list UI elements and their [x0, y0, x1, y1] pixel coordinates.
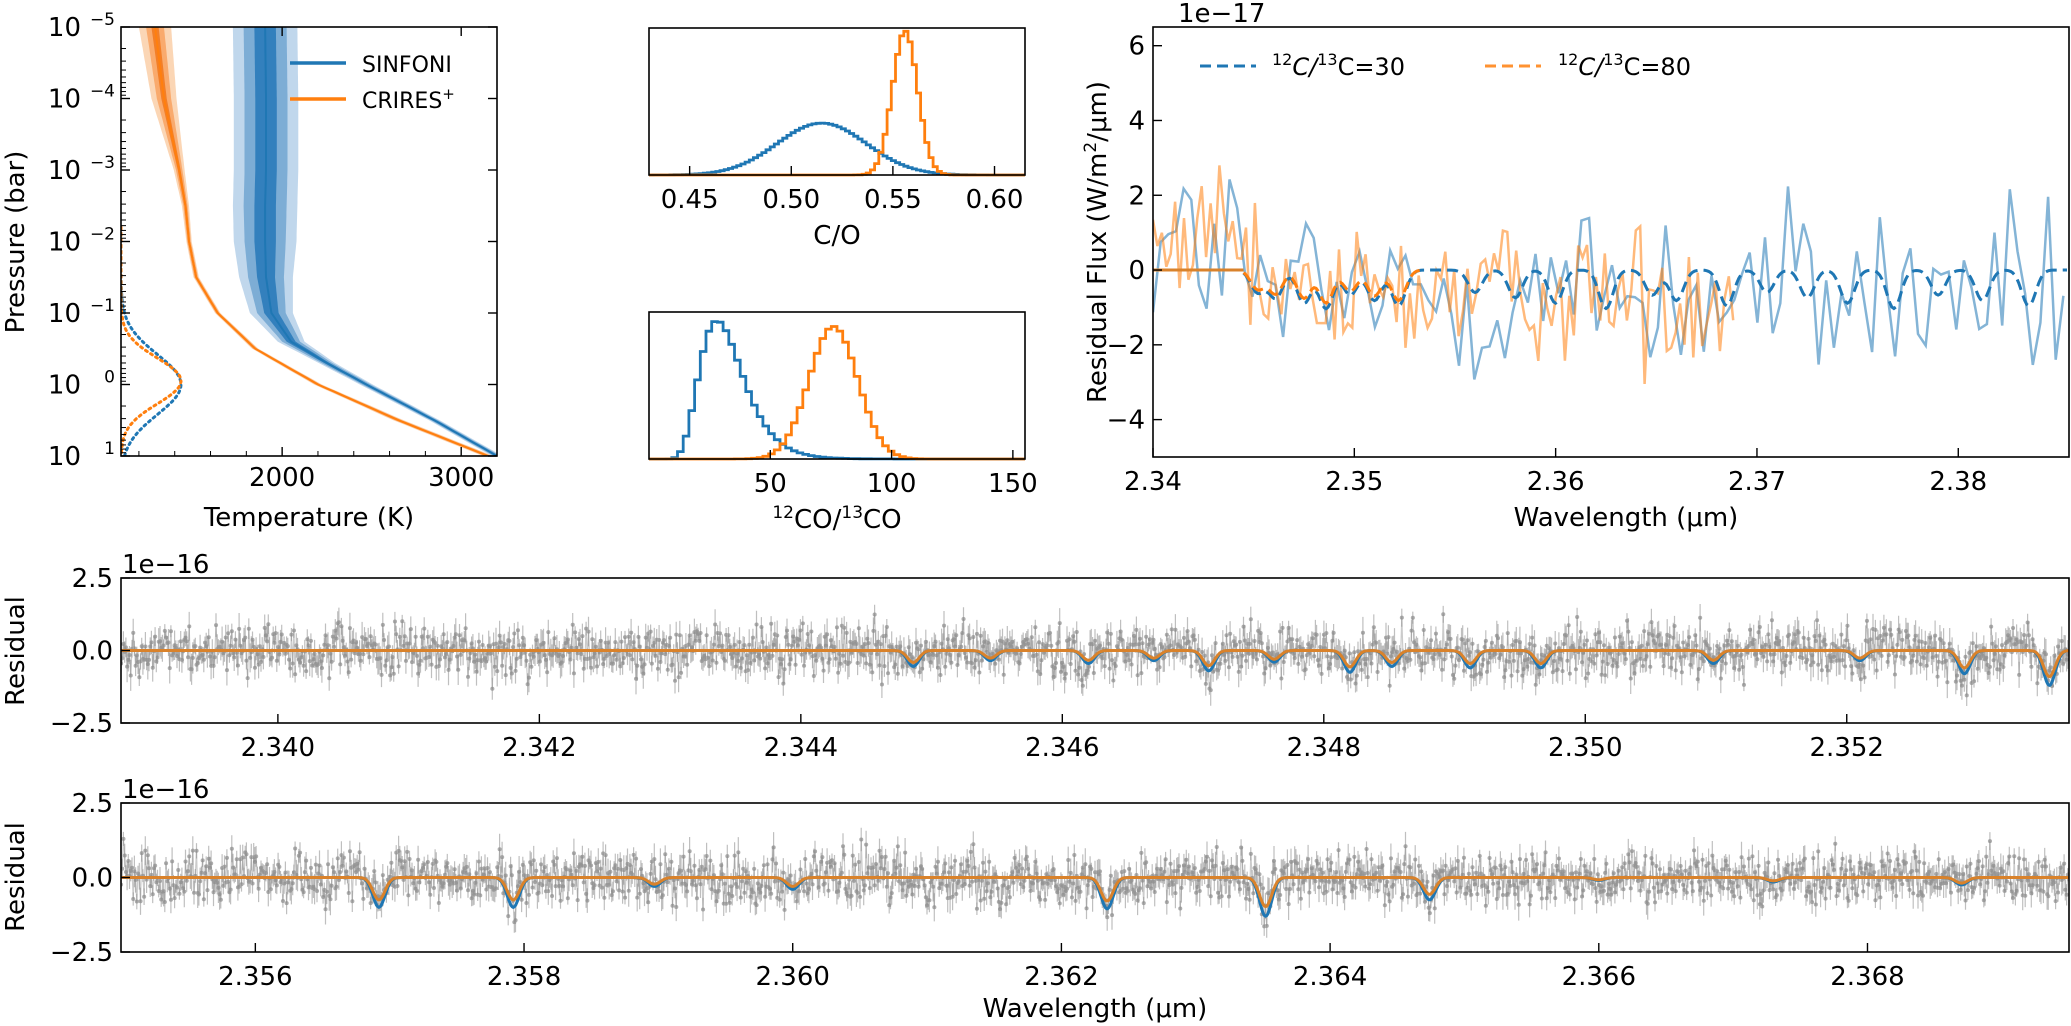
sinfoni-co-histogram [649, 121, 1025, 177]
iso-xtick-label: 100 [867, 469, 917, 499]
strip1-ytick-label: −2.5 [50, 709, 113, 739]
strip2-ylabel: Residual [1, 822, 31, 932]
strip1-crires-model [121, 649, 2069, 679]
resid-legend: 12C/13C=30 12C/13C=80 [1200, 50, 1691, 81]
crires-pt-band [138, 27, 494, 456]
resid-ytick-label: 2 [1128, 181, 1145, 211]
pt-profile-chart: 2000 3000 10 −5 10 −4 10 −3 10 −2 10 −1 10 0 10 1 Tempe… [1, 10, 498, 533]
strip2-xtick-label: 2.368 [1830, 962, 1904, 992]
strip2-multiplier: 1e−16 [122, 775, 209, 805]
pt-ylabel: Pressure (bar) [1, 151, 31, 334]
strip1-xtick-label: 2.342 [502, 733, 576, 763]
pt-ytick-exponent: −2 [90, 225, 115, 245]
strip2-xtick-label: 2.358 [487, 962, 561, 992]
pt-ytick-label: 10 [48, 85, 81, 115]
strip1-multiplier: 1e−16 [122, 550, 209, 580]
ratio80-model-line [1242, 268, 1423, 305]
strip1-xtick-label: 2.340 [241, 733, 315, 763]
co-histogram-chart: 0.45 0.50 0.55 0.60 C/O [648, 27, 1026, 251]
iso-xtick-label: 150 [988, 469, 1038, 499]
sinfoni-residual-data [1153, 179, 2065, 380]
co-axes-frame [648, 27, 1026, 176]
strip2-ytick-label: 2.5 [72, 789, 113, 819]
resid-ytick-label: −4 [1107, 406, 1145, 436]
strip1-xtick-label: 2.346 [1025, 733, 1099, 763]
strip1-ytick-label: 2.5 [72, 564, 113, 594]
co-xtick-label: 0.50 [762, 185, 820, 215]
resid-ylabel: Residual Flux (W/m2/μm) [1081, 81, 1113, 403]
iso-xtick-label: 50 [754, 469, 787, 499]
pt-ytick-label: 10 [48, 13, 81, 43]
residual-strip-1-chart: 2.340 2.342 2.344 2.346 2.348 2.350 2.352 2.5 0.… [1, 550, 2070, 763]
iso-axes-frame [648, 311, 1026, 460]
pt-ytick-label: 10 [48, 228, 81, 258]
resid-ytick-label: −2 [1107, 331, 1145, 361]
pt-ytick-exponent: 1 [104, 439, 115, 459]
pt-ytick-exponent: −4 [90, 82, 115, 102]
pt-ytick-label: 10 [48, 442, 81, 472]
strip2-xlabel: Wavelength (μm) [983, 994, 1208, 1024]
strip2-crires-model [121, 876, 2069, 909]
resid-ytick-label: 6 [1128, 32, 1145, 62]
pt-ytick-exponent: −5 [90, 10, 115, 30]
resid-xlabel: Wavelength (μm) [1514, 503, 1739, 533]
isotope-histogram-chart: 50 100 150 12CO/13CO [648, 311, 1038, 535]
crires-contribution-function [121, 225, 183, 456]
resid-xtick-label: 2.38 [1929, 467, 1987, 497]
strip2-xtick-label: 2.362 [1024, 962, 1098, 992]
sinfoni-iso-histogram [649, 320, 1025, 461]
strip1-ylabel: Residual [1, 596, 31, 706]
strip1-ytick-label: 0.0 [72, 637, 113, 667]
legend-ratio80-label: 12C/13C=80 [1558, 50, 1691, 81]
resid-xtick-label: 2.37 [1728, 467, 1786, 497]
pt-xtick-label: 2000 [249, 463, 315, 493]
pt-xlabel: Temperature (K) [203, 503, 414, 533]
co-xtick-label: 0.60 [966, 185, 1024, 215]
pt-legend: SINFONI CRIRES+ [290, 53, 455, 114]
sinfoni-contribution-function [121, 225, 183, 456]
strip2-ytick-label: 0.0 [72, 864, 113, 894]
strip1-xtick-label: 2.352 [1810, 733, 1884, 763]
crires-residual-data [1153, 165, 1735, 385]
legend-sinfoni-label: SINFONI [362, 53, 452, 78]
crires-co-histogram [649, 29, 1025, 177]
residual-flux-chart: 2.34 2.35 2.36 2.37 2.38 6 4 2 0 −2 −4 1e−17 Wavel… [1081, 0, 2070, 533]
sinfoni-pt-median [264, 27, 497, 456]
resid-ytick-label: 4 [1128, 106, 1145, 136]
legend-crires-label: CRIRES+ [362, 85, 455, 114]
residual-strip-2-chart: 2.356 2.358 2.360 2.362 2.364 2.366 2.368 2.5 0.… [1, 775, 2070, 1024]
resid-xtick-label: 2.34 [1124, 467, 1182, 497]
resid-ytick-label: 0 [1128, 256, 1145, 286]
strip1-xtick-label: 2.344 [764, 733, 838, 763]
iso-xlabel: 12CO/13CO [772, 503, 901, 535]
strip2-xtick-label: 2.356 [218, 962, 292, 992]
strip2-xtick-label: 2.360 [756, 962, 830, 992]
pt-ytick-exponent: −3 [90, 153, 115, 173]
strip2-ytick-label: −2.5 [50, 938, 113, 968]
co-xtick-label: 0.45 [661, 185, 719, 215]
co-xlabel: C/O [813, 221, 860, 251]
strip1-xtick-label: 2.348 [1287, 733, 1361, 763]
co-xtick-label: 0.55 [864, 185, 922, 215]
strip2-xtick-label: 2.364 [1293, 962, 1367, 992]
pt-ytick-label: 10 [48, 299, 81, 329]
pt-ytick-exponent: 0 [104, 368, 115, 388]
pt-ytick-label: 10 [48, 156, 81, 186]
pt-ytick-label: 10 [48, 371, 81, 401]
ratio30-model-line [1242, 268, 2067, 311]
pt-xtick-label: 3000 [428, 463, 494, 493]
strip1-xtick-label: 2.350 [1548, 733, 1622, 763]
legend-ratio30-label: 12C/13C=30 [1272, 50, 1405, 81]
resid-xtick-label: 2.36 [1527, 467, 1585, 497]
pt-ytick-exponent: −1 [90, 296, 115, 316]
crires-pt-median [154, 27, 489, 456]
resid-xtick-label: 2.35 [1325, 467, 1383, 497]
resid-axes-frame [1152, 26, 2070, 458]
strip2-xtick-label: 2.366 [1562, 962, 1636, 992]
resid-multiplier: 1e−17 [1178, 0, 1265, 29]
